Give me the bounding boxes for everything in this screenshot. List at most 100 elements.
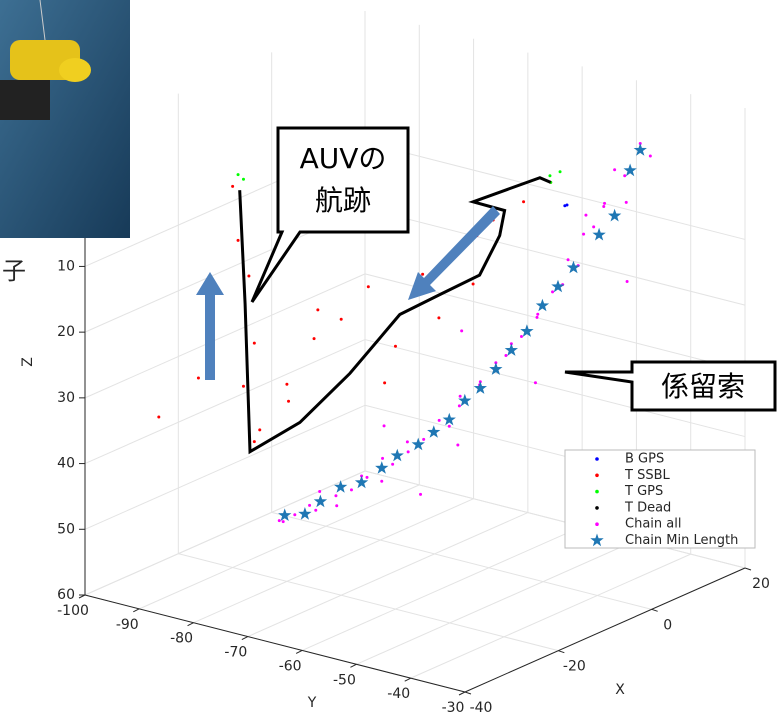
legend-label: T GPS [624,484,663,499]
dot-point [258,428,262,432]
dot-point [312,337,316,341]
star-point [566,260,581,274]
auv-frame [0,80,50,120]
dot-point [196,376,200,380]
star-point [442,412,456,426]
dot-point [551,290,555,294]
arrow-diag [408,206,500,300]
x-tick [558,650,565,654]
cut-text: 子 [2,257,26,285]
dot-point [241,384,245,388]
star-point [551,279,565,293]
arrows [196,206,500,380]
dot-point [241,177,245,181]
z-tick-label: 30 [57,390,75,406]
dot-point [565,203,569,207]
y-tick [241,636,249,641]
dot-point [613,168,617,172]
dot-point [522,200,526,204]
z-tick-label: 60 [57,587,75,603]
y-tick [350,663,357,668]
dot-point [457,404,461,408]
z-tick-label: 10 [57,258,75,274]
y-tick-label: -50 [333,672,356,688]
star-point [278,508,292,521]
dot-point [447,424,451,428]
dot-point [460,329,464,333]
star-point [458,393,472,407]
grid-line [84,404,366,530]
y-tick-label: -80 [170,631,193,647]
dot-point [548,174,552,178]
star-point [313,494,328,508]
dot-point [382,424,386,428]
y-tick [458,691,466,696]
grid-line [193,498,474,624]
legend-marker [595,489,599,494]
dot-point [624,200,628,204]
x-tick [744,567,752,571]
dot-point [316,308,320,312]
dot-point [421,272,425,276]
dot-point [391,462,395,466]
y-tick-label: -100 [57,603,89,619]
dot-point [380,479,384,483]
auv-callout: AUVの 航跡 [250,126,410,303]
dot-point [535,315,539,319]
legend-marker [595,506,599,510]
legend-label: T SSBL [624,468,670,483]
dot-point [406,450,410,454]
grid-line [271,511,652,610]
dot-point [419,492,423,496]
star-point [535,298,550,312]
dot-point [623,174,627,178]
auv-cable [39,0,46,41]
dot-point [536,312,540,316]
legend-marker [595,457,599,461]
dot-point [625,280,629,284]
dot-point [339,317,343,321]
dot-point [383,381,387,385]
star-point [633,143,647,156]
dot-point [458,394,462,398]
dot-point [366,285,370,289]
legend-marker [590,533,604,547]
dot-point [277,519,281,523]
star-point [608,208,622,222]
x-tick-label: -20 [563,659,586,675]
y-axis-label: Y [307,695,317,711]
star-point [520,324,534,337]
y-tick-label: -70 [224,645,247,661]
dot-point [456,443,460,447]
legend-box [564,449,756,549]
dot-point [519,334,523,338]
dot-point [314,508,318,512]
dot-point [334,494,338,498]
grid-line [356,539,637,665]
dot-point [437,418,441,422]
y-tick [133,608,140,613]
dot-point [437,316,441,320]
y-tick-label: -30 [442,700,465,713]
grid-line [84,339,366,465]
dot-point [558,170,562,174]
z-tick-label: 20 [57,324,75,340]
dot-point [157,415,161,419]
callout-box [250,126,410,303]
star-point [489,362,503,375]
grid-line [247,512,529,638]
dot-point [592,225,596,229]
y-tick [187,622,194,627]
grid-line [301,525,583,651]
star-point [334,480,348,493]
star-point [298,507,312,520]
y-tick [295,649,303,654]
dot-point [471,282,475,286]
x-tick [651,608,658,612]
legend-label: Chain Min Length [625,533,738,548]
star-point [411,437,425,451]
dot-point [504,353,508,357]
callout-text: AUVの [300,142,387,175]
dot-point [582,232,586,236]
